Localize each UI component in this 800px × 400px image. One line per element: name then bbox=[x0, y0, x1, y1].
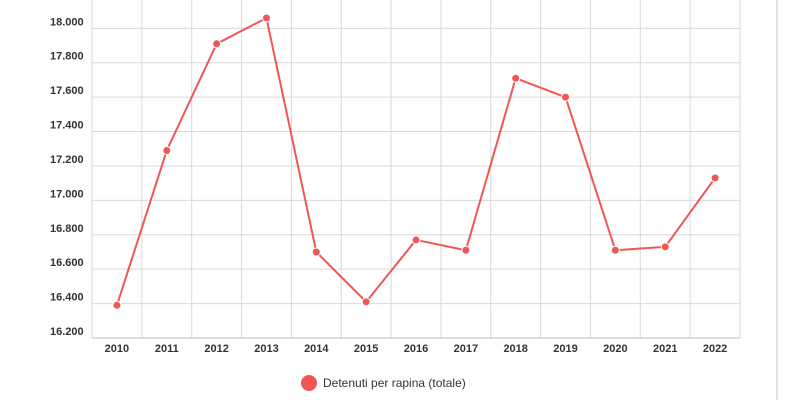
y-tick-label: 17.800 bbox=[50, 51, 84, 63]
y-tick-label: 16.800 bbox=[50, 223, 84, 235]
y-tick-label: 16.600 bbox=[50, 257, 84, 269]
legend: Detenuti per rapina (totale) bbox=[301, 375, 466, 391]
y-tick-label: 16.400 bbox=[50, 292, 84, 304]
y-axis-tick-labels: 16.200 16.400 16.600 16.800 17.000 17.200 17.4… bbox=[50, 16, 84, 338]
x-tick-label: 2011 bbox=[155, 343, 179, 355]
data-point bbox=[212, 39, 222, 49]
x-tick-label: 2012 bbox=[204, 343, 228, 355]
gridlines bbox=[91, 0, 741, 339]
x-tick-label: 2018 bbox=[503, 343, 527, 355]
y-tick-label: 16.200 bbox=[50, 326, 84, 338]
x-tick-label: 2016 bbox=[404, 343, 428, 355]
data-point bbox=[261, 13, 271, 23]
data-point bbox=[660, 242, 670, 252]
x-tick-label: 2014 bbox=[304, 343, 329, 355]
series-layer bbox=[112, 13, 720, 310]
x-tick-label: 2010 bbox=[105, 343, 129, 355]
x-tick-label: 2013 bbox=[254, 343, 278, 355]
data-point bbox=[710, 173, 720, 183]
data-point bbox=[411, 235, 421, 245]
data-point bbox=[511, 73, 521, 83]
x-tick-label: 2019 bbox=[553, 343, 577, 355]
legend-marker bbox=[301, 375, 317, 391]
data-point bbox=[361, 297, 371, 307]
series-line bbox=[115, 17, 716, 306]
data-point bbox=[461, 245, 471, 255]
y-tick-label: 17.600 bbox=[50, 85, 84, 97]
data-point bbox=[561, 92, 571, 102]
right-edge-divider bbox=[776, 0, 778, 400]
data-point bbox=[112, 300, 122, 310]
data-point bbox=[311, 247, 321, 257]
y-tick-label: 17.200 bbox=[50, 154, 84, 166]
y-tick-label: 17.000 bbox=[50, 188, 84, 200]
x-tick-label: 2020 bbox=[603, 343, 627, 355]
legend-label: Detenuti per rapina (totale) bbox=[323, 376, 466, 390]
x-tick-label: 2021 bbox=[653, 343, 677, 355]
data-point bbox=[162, 145, 172, 155]
x-tick-label: 2017 bbox=[454, 343, 478, 355]
x-axis-tick-labels: 2010 2011 2012 2013 2014 2015 2016 2017 2018 2019… bbox=[105, 343, 728, 355]
x-tick-label: 2015 bbox=[354, 343, 378, 355]
x-tick-label: 2022 bbox=[703, 343, 727, 355]
data-point bbox=[610, 245, 620, 255]
y-tick-label: 18.000 bbox=[50, 16, 84, 28]
y-tick-label: 17.400 bbox=[50, 120, 84, 132]
